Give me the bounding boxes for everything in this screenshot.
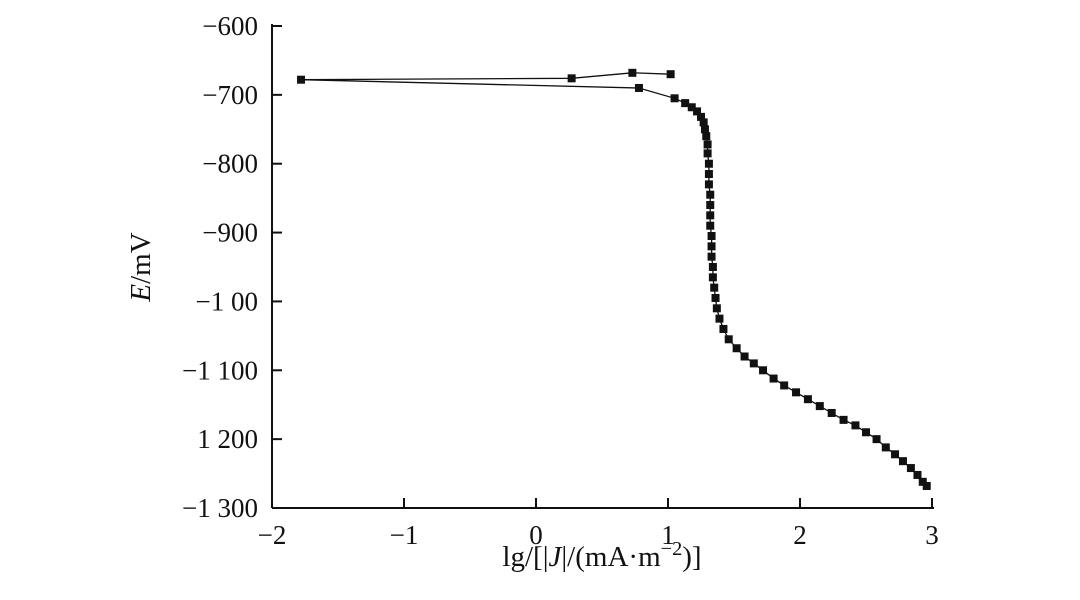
data-point-marker: [706, 211, 715, 220]
data-point-marker: [815, 402, 824, 411]
x-axis-title: lg/[|J|/(mA·m−2)]: [502, 538, 701, 573]
data-point-marker: [891, 450, 900, 459]
data-point-marker: [703, 149, 712, 158]
data-point-marker: [703, 140, 712, 149]
data-point-marker: [700, 125, 709, 134]
data-point-marker: [687, 103, 696, 112]
x-tick-label: 1: [661, 520, 675, 550]
data-point-marker: [708, 273, 717, 282]
data-point-marker: [711, 293, 720, 302]
data-point-marker: [851, 421, 860, 430]
x-tick-label: 2: [793, 520, 807, 550]
data-point-marker: [704, 180, 713, 189]
data-point-marker: [567, 74, 576, 83]
data-point-marker: [697, 112, 705, 121]
y-tick-label: −600: [202, 11, 258, 41]
data-point-marker: [628, 68, 637, 77]
data-point-marker: [839, 415, 848, 424]
data-point-marker: [297, 75, 306, 84]
data-point-marker: [706, 221, 715, 230]
data-point-marker: [732, 344, 741, 353]
data-point-marker: [670, 94, 679, 103]
data-point-marker: [719, 324, 728, 333]
data-point-marker: [706, 190, 715, 199]
data-point-marker: [827, 408, 836, 417]
data-point-marker: [749, 359, 758, 368]
data-point-marker: [710, 283, 719, 292]
data-point-marker: [898, 457, 907, 466]
data-point-marker: [872, 435, 881, 444]
data-point-marker: [715, 314, 724, 323]
x-tick-label: −2: [258, 520, 287, 550]
data-point-marker: [708, 263, 717, 271]
data-point-marker: [780, 381, 789, 390]
x-tick-label: 0: [529, 520, 543, 550]
y-tick-label: −1 100: [182, 355, 258, 385]
data-point-marker: [906, 464, 915, 473]
data-point-marker: [862, 428, 870, 437]
data-point-marker: [881, 443, 890, 452]
data-point-marker: [922, 481, 931, 490]
data-point-marker: [634, 83, 643, 92]
data-point-marker: [792, 388, 801, 397]
y-tick-label: −1 00: [196, 286, 258, 316]
data-point-marker: [712, 304, 721, 313]
x-tick-label: 3: [925, 520, 939, 550]
data-point-marker: [803, 395, 812, 404]
data-line: [300, 72, 928, 487]
y-tick-label: 1 200: [197, 424, 258, 454]
data-point-marker: [913, 470, 922, 479]
y-tick-label: −700: [202, 80, 258, 110]
data-point-marker: [699, 118, 708, 127]
y-tick-label: −900: [202, 218, 258, 248]
y-axis-title: E/mV: [125, 232, 157, 302]
data-point-marker: [707, 242, 716, 251]
data-point-marker: [704, 170, 713, 179]
data-point-marker: [706, 201, 715, 210]
data-point-marker: [681, 99, 690, 108]
data-point-marker: [724, 335, 733, 344]
data-point-marker: [707, 252, 716, 261]
data-point-marker: [707, 232, 716, 241]
y-tick-label: −1 300: [182, 493, 258, 523]
data-point-marker: [759, 366, 768, 375]
x-tick-label: −1: [390, 520, 419, 550]
data-point-marker: [693, 107, 702, 116]
data-point-marker: [666, 70, 675, 79]
data-point-marker: [918, 477, 927, 486]
data-point-marker: [704, 159, 713, 168]
data-point-marker: [702, 132, 711, 141]
data-point-marker: [769, 374, 778, 383]
y-tick-label: −800: [202, 149, 258, 179]
data-point-marker: [740, 352, 749, 361]
